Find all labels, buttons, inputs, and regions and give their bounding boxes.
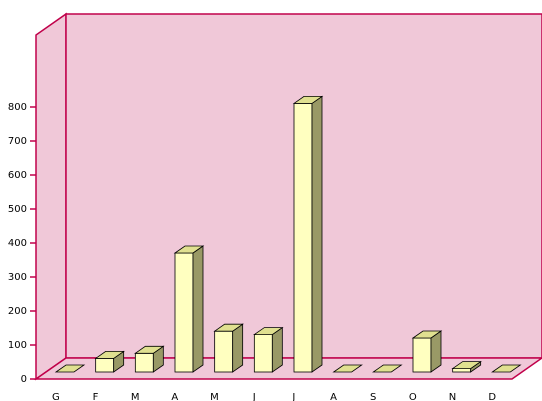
x-tick-label: G (52, 392, 60, 401)
bar-front (412, 337, 432, 373)
bar-front (253, 334, 273, 373)
bar-front (293, 103, 313, 373)
y-tick-label: 300 (8, 272, 27, 283)
bar-top (491, 364, 522, 373)
x-tick-label: N (449, 392, 456, 401)
bar-side (232, 323, 244, 373)
y-tick-label: 400 (8, 238, 27, 249)
y-tick-label: 0 (21, 374, 27, 385)
bar-top (54, 364, 86, 373)
y-tick-label: 800 (8, 102, 27, 113)
bar-top (134, 345, 165, 354)
x-tick-label: M (210, 392, 219, 401)
x-tick-label: J (291, 392, 295, 401)
bar-top (292, 96, 324, 104)
x-tick-label: F (93, 392, 99, 401)
bar-side (192, 245, 204, 373)
bar-top (253, 327, 284, 336)
bar-front (452, 368, 472, 373)
x-tick-label: M (131, 392, 140, 401)
x-tick-label: A (171, 392, 178, 401)
bar-top (173, 245, 205, 254)
bar-top (94, 350, 125, 359)
bar-front (95, 357, 115, 373)
x-tick-label: D (488, 392, 496, 401)
x-tick-label: A (330, 392, 337, 401)
y-tick-label: 600 (8, 170, 27, 181)
bar-top (451, 361, 482, 370)
left-wall (35, 12, 67, 381)
y-tick-label: 200 (8, 306, 27, 317)
bar-top (411, 330, 443, 339)
bar-front (214, 330, 234, 373)
bar-front (174, 252, 194, 373)
bar-top (372, 364, 403, 373)
bar-front (134, 352, 154, 373)
bar-top (213, 323, 244, 332)
x-tick-label: J (252, 392, 256, 401)
bar-side (311, 95, 323, 373)
x-tick-label: O (409, 392, 417, 401)
bar-top (332, 364, 363, 373)
x-tick-label: S (370, 392, 376, 401)
y-tick-label: 700 (8, 136, 27, 147)
y-tick-label: 100 (8, 340, 27, 351)
bar-side (271, 326, 283, 373)
y-tick-label: 500 (8, 204, 27, 215)
